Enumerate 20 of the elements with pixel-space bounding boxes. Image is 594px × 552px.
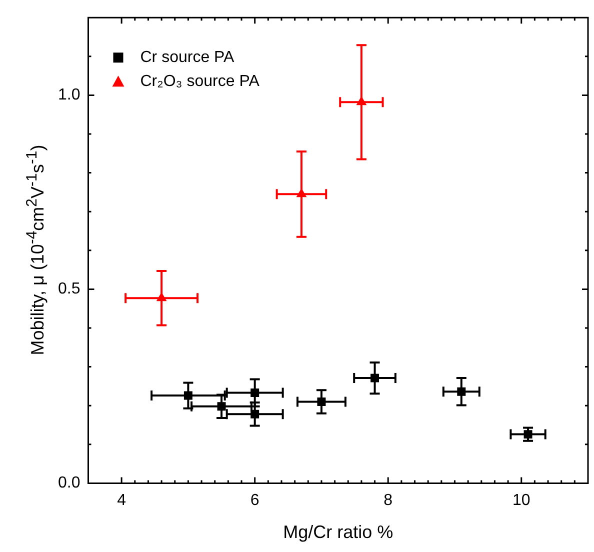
- point: [317, 397, 326, 406]
- point: [217, 402, 226, 411]
- x-tick-label: 8: [384, 492, 393, 510]
- y-tick-label: 1.0: [58, 86, 80, 104]
- x-axis-title: Mg/Cr ratio %: [283, 522, 394, 542]
- x-tick-label: 4: [117, 492, 126, 510]
- point: [370, 374, 380, 382]
- point: [250, 388, 260, 398]
- legend-label: Cr₂O₃ source PA: [140, 73, 260, 90]
- point: [156, 292, 167, 302]
- point: [250, 410, 260, 418]
- x-tick-label: 6: [250, 492, 260, 510]
- point: [457, 387, 466, 396]
- point: [184, 391, 192, 400]
- point: [296, 188, 307, 198]
- y-tick-label: 0.5: [58, 280, 80, 298]
- y-tick-label: 0.0: [58, 474, 80, 492]
- point: [356, 96, 367, 106]
- legend-label: Cr source PA: [140, 49, 235, 66]
- x-tick-label: 10: [512, 492, 530, 510]
